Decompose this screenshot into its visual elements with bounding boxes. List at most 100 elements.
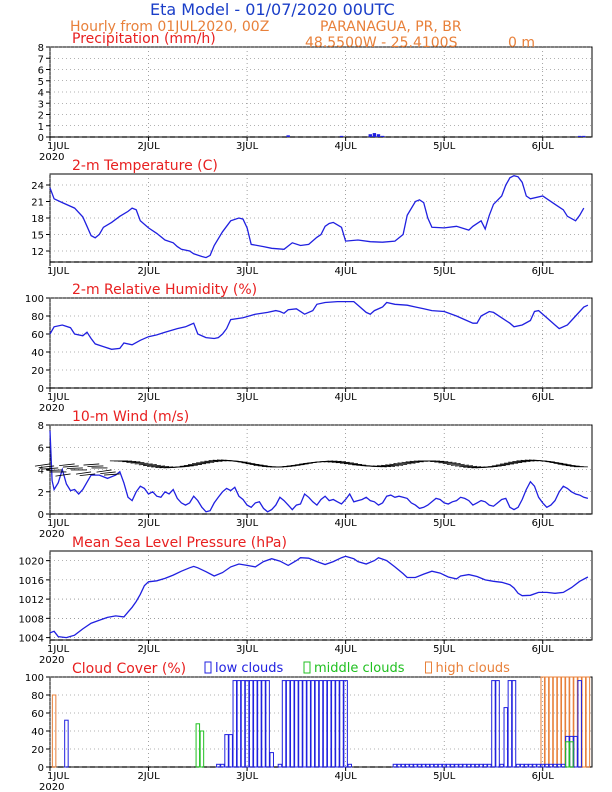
wind-ytick-label: 8	[38, 421, 44, 432]
wind-barb	[385, 464, 400, 467]
mslp-panel	[46, 550, 593, 644]
coordinates-label: 48.5500W - 25.4100S	[305, 35, 458, 51]
cloud-bar-middle	[569, 741, 574, 768]
cloud-bar-low	[569, 735, 574, 768]
cloud-bar-low	[561, 763, 566, 768]
wind-barb	[397, 462, 412, 465]
cloud-bar-low	[400, 763, 406, 768]
cloud-bar-low	[528, 763, 533, 768]
rh-xtick-label: 3JUL	[236, 392, 259, 403]
precip-bar	[582, 135, 586, 137]
cloud-xtick-label: 5JUL	[433, 771, 456, 782]
cloud-bar-low	[433, 763, 439, 768]
cloud-bar-low	[343, 680, 348, 768]
cloud-bar-low	[429, 763, 435, 768]
cloud-bar-low	[64, 719, 69, 768]
precip-xtick-label: 2JUL	[137, 141, 160, 152]
wind-barb	[520, 459, 535, 462]
precip-xtick-label: 6JUL	[532, 141, 555, 152]
wind-barb	[147, 464, 161, 467]
wind-barb	[455, 464, 469, 467]
wind-year-label: 2020	[39, 529, 64, 540]
cloud-bar-low	[261, 680, 266, 768]
wind-xtick-label: 3JUL	[236, 518, 259, 529]
wind-barb	[557, 463, 572, 466]
wind-barb	[245, 463, 260, 465]
wind-barb	[42, 467, 59, 470]
cloud-bar-low	[265, 680, 270, 768]
cloud-bar-low	[515, 763, 521, 768]
mslp-ytick-label: 1004	[19, 634, 44, 645]
precip-xtick-label: 4JUL	[335, 141, 358, 152]
cloud-bar-low	[458, 763, 463, 768]
wind-xtick-label: 2JUL	[137, 518, 160, 529]
mslp-xtick-label: 6JUL	[532, 644, 555, 655]
cloud-bar-low	[224, 734, 229, 768]
wind-barb	[409, 460, 424, 463]
wind-barb	[401, 461, 416, 464]
wind-barb	[155, 466, 170, 468]
temp-series-line	[49, 175, 585, 259]
cloud-bar-low	[556, 763, 562, 768]
cloud-bar-low	[503, 707, 509, 768]
precip-title: Precipitation (mm/h)	[72, 31, 216, 47]
mslp-xtick-label: 2JUL	[137, 644, 160, 655]
wind-barb	[96, 469, 112, 473]
cloud-bar-low	[285, 680, 291, 768]
cloud-bar-low	[409, 763, 414, 768]
temp-ytick-label: 15	[31, 231, 44, 242]
legend-swatch	[425, 661, 432, 674]
wind-barb	[467, 466, 482, 469]
wind-barb	[208, 460, 223, 462]
cloud-bar-low	[552, 763, 558, 768]
wind-barb	[179, 465, 194, 467]
cloud-bar-low	[248, 680, 254, 768]
wind-barb	[553, 462, 568, 465]
wind-barb	[83, 463, 100, 466]
precip-xtick-label: 3JUL	[236, 141, 259, 152]
temp-xtick-label: 5JUL	[433, 266, 456, 277]
precip-bar	[339, 135, 344, 137]
precip-bar	[380, 135, 385, 137]
cloud-xtick-label: 3JUL	[236, 771, 259, 782]
wind-barb	[487, 465, 502, 468]
location-label: PARANAGUA, PR, BR	[320, 19, 462, 35]
cloud-bar-low	[302, 680, 307, 768]
cloud-bar-high	[569, 676, 574, 768]
mslp-ytick-label: 1008	[19, 614, 44, 625]
wind-barb	[327, 460, 342, 463]
wind-barb	[446, 463, 461, 465]
cloud-bar-high	[581, 676, 587, 768]
cloud-bar-low	[413, 763, 418, 768]
rh-ytick-label: 40	[31, 348, 44, 359]
mslp-title: Mean Sea Level Pressure (hPa)	[72, 535, 287, 551]
cloud-bar-high	[548, 676, 554, 768]
wind-barb	[46, 469, 63, 471]
cloud-bar-low	[318, 680, 324, 768]
precip-ytick-label: 4	[38, 88, 44, 99]
wind-barb	[372, 465, 387, 468]
wind-barb	[323, 460, 338, 463]
cloud-ytick-label: 100	[25, 673, 44, 684]
cloud-bar-high	[544, 676, 550, 768]
wind-barb	[450, 463, 465, 466]
wind-barb	[459, 465, 473, 468]
wind-barb	[130, 462, 145, 464]
precip-bar	[286, 135, 290, 137]
wind-barb	[237, 461, 252, 464]
cloud-xtick-label: 2JUL	[137, 771, 160, 782]
cloud-bar-high	[585, 676, 591, 768]
temp-xtick-label: 3JUL	[236, 266, 259, 277]
wind-barb	[405, 461, 420, 463]
wind-barb	[62, 465, 79, 468]
wind-barb	[134, 462, 149, 465]
cloud-bar-low	[565, 735, 570, 768]
wind-barb	[545, 461, 560, 464]
wind-barb	[393, 463, 408, 466]
wind-barb	[212, 459, 227, 462]
mslp-ytick-label: 1016	[19, 576, 44, 587]
cloud-bar-low	[532, 763, 537, 768]
cloud-bar-low	[322, 680, 328, 768]
cloud-bar-low	[482, 763, 488, 768]
wind-panel	[34, 424, 593, 518]
